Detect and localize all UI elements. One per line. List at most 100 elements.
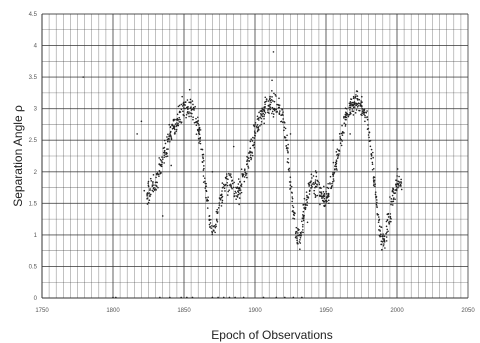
data-point: [264, 103, 266, 106]
data-point: [306, 201, 309, 203]
data-point: [322, 200, 325, 202]
data-point: [256, 126, 258, 129]
data-point: [380, 226, 383, 228]
data-point: [194, 105, 196, 108]
data-point: [379, 235, 381, 238]
data-point: [396, 183, 398, 185]
data-point: [295, 235, 297, 238]
data-point: [181, 105, 184, 107]
data-point: [376, 205, 378, 207]
data-point: [220, 194, 223, 196]
data-point: [302, 231, 304, 234]
data-point: [165, 152, 168, 154]
data-point: [202, 157, 204, 160]
data-point: [212, 229, 215, 231]
data-point: [230, 184, 232, 187]
data-point: [233, 181, 235, 184]
data-point: [216, 208, 219, 211]
data-point: [233, 195, 235, 198]
data-point: [253, 132, 256, 134]
data-point: [313, 183, 315, 186]
data-point: [152, 182, 154, 184]
data-point: [176, 118, 178, 120]
data-point: [323, 185, 325, 188]
data-point: [247, 157, 250, 160]
data-point: [208, 223, 211, 226]
data-point: [220, 205, 223, 207]
data-point: [149, 189, 151, 191]
data-point: [258, 119, 260, 121]
data-point: [292, 296, 295, 299]
data-point: [158, 175, 160, 177]
data-point: [192, 118, 194, 121]
data-point: [285, 139, 287, 141]
data-point: [391, 204, 394, 206]
data-point: [352, 95, 355, 98]
data-point: [220, 196, 223, 199]
data-point: [155, 176, 157, 179]
data-point: [327, 187, 330, 190]
data-point: [382, 237, 384, 240]
data-point: [161, 161, 163, 164]
data-point: [388, 223, 390, 225]
data-point: [251, 154, 254, 157]
data-point: [262, 296, 265, 299]
data-point: [250, 157, 253, 159]
data-point: [213, 225, 215, 227]
data-point: [174, 131, 176, 134]
data-point: [192, 103, 194, 106]
data-point: [292, 213, 295, 216]
data-point: [180, 103, 183, 106]
data-point: [350, 103, 352, 106]
data-point: [176, 124, 179, 126]
data-point: [161, 156, 163, 158]
data-point: [382, 233, 384, 235]
data-point: [282, 118, 284, 120]
data-point: [205, 196, 207, 199]
data-point: [254, 122, 257, 124]
data-point: [275, 296, 278, 299]
data-point: [216, 212, 219, 214]
data-point: [178, 116, 181, 119]
data-point: [389, 213, 392, 215]
data-point: [288, 170, 290, 172]
data-point: [392, 200, 395, 203]
data-point: [294, 236, 297, 239]
data-point: [218, 204, 221, 206]
y-tick-label: 1: [34, 233, 38, 239]
data-point: [376, 201, 378, 204]
data-point: [161, 158, 164, 160]
data-point: [289, 133, 292, 135]
data-point: [176, 113, 179, 116]
data-point: [356, 95, 359, 97]
data-point: [224, 176, 227, 179]
data-point: [158, 169, 161, 172]
data-point: [258, 117, 260, 119]
data-point: [323, 192, 326, 195]
data-point: [392, 188, 395, 190]
data-point: [272, 100, 274, 102]
data-point: [278, 106, 281, 109]
data-point: [314, 181, 317, 183]
data-point: [296, 239, 298, 242]
data-point: [306, 196, 309, 198]
data-point: [264, 101, 266, 104]
data-point: [190, 106, 192, 108]
y-tick-label: 2: [34, 170, 38, 176]
data-point: [325, 199, 328, 202]
data-point: [390, 203, 392, 206]
data-point: [228, 296, 231, 299]
data-point: [206, 198, 208, 201]
data-point: [271, 110, 274, 113]
data-point: [366, 118, 369, 121]
data-point: [149, 194, 151, 196]
data-point: [352, 104, 355, 106]
data-point: [221, 186, 224, 189]
data-point: [147, 201, 150, 204]
data-point: [238, 189, 241, 191]
data-point: [228, 189, 230, 191]
data-point: [263, 118, 265, 120]
data-point: [306, 221, 309, 224]
data-point: [209, 218, 212, 221]
data-point: [385, 236, 388, 238]
